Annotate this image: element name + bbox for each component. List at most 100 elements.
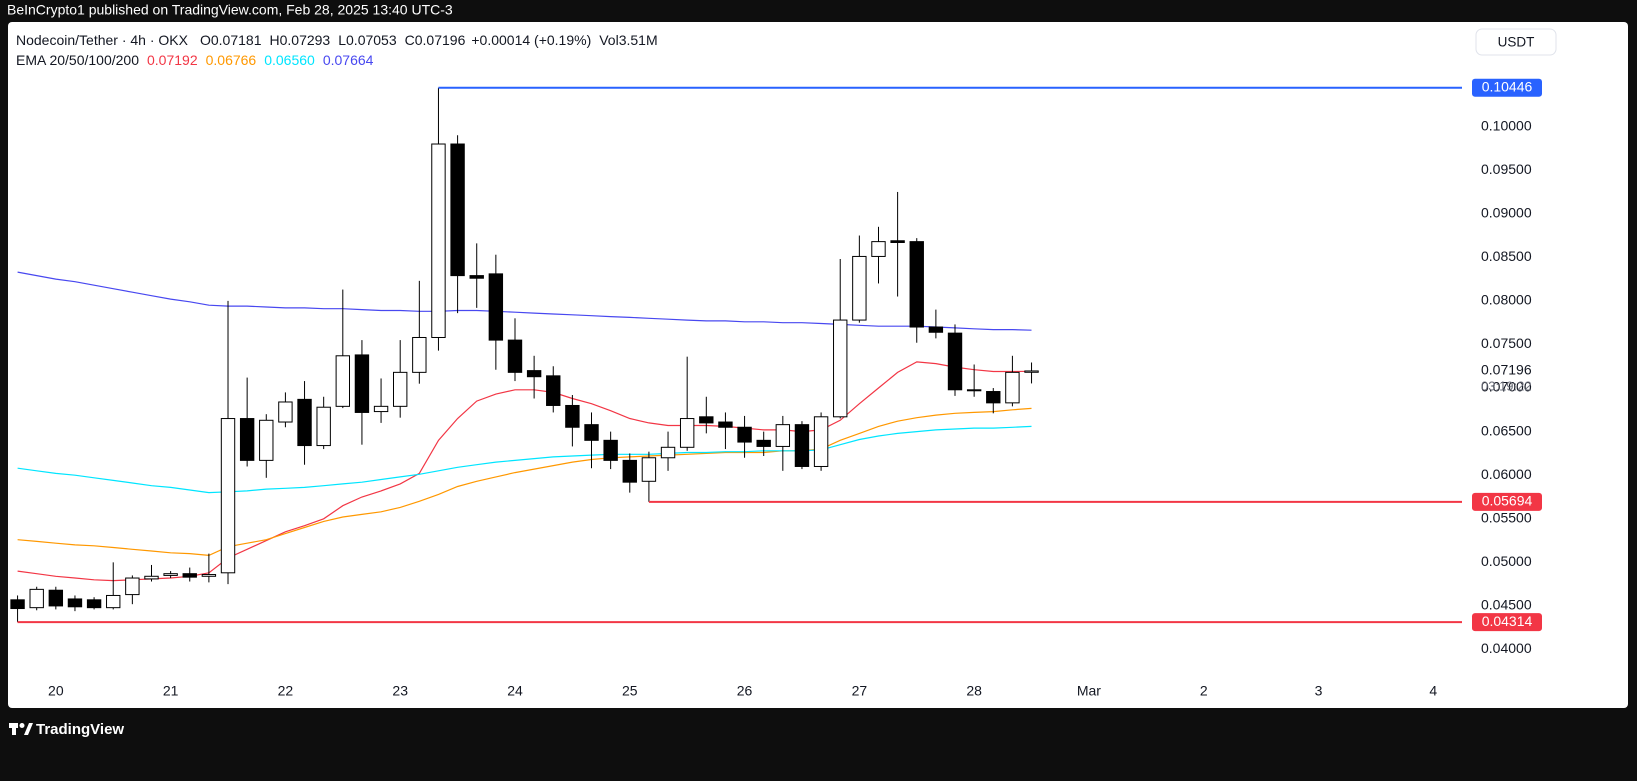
y-tick-label: 0.08000 [1481,292,1532,308]
candle-body [220,418,236,574]
currency-button[interactable] [1475,28,1557,56]
indicator-value: 0.06560 [264,52,315,68]
x-tick-label: 4 [1429,683,1437,699]
candle-body [699,416,714,424]
logo-part [12,723,16,735]
x-tick-label: 2 [1200,683,1208,699]
candle-body [1005,371,1020,404]
volume-value: 3.51M [619,32,658,48]
y-tick-label: 0.08500 [1481,248,1532,264]
y-tick-label: 0.07500 [1481,335,1532,351]
candle-body [603,439,618,461]
y-tick-label: 0.04000 [1481,640,1532,656]
y-tick-label: 0.04500 [1481,597,1532,613]
x-tick-label: 26 [737,683,753,699]
logo-part [24,723,33,735]
chart-panel [8,22,1628,708]
candle-body [144,575,159,580]
footer-logo [9,723,33,735]
candle-body [718,421,733,428]
candle-body [813,416,829,467]
currency-label[interactable]: USDT [1498,35,1535,50]
candle-body [10,599,25,610]
indicator-value: 0.07192 [147,52,198,68]
volume-key: Vol [599,32,618,48]
candle-body [909,241,924,328]
y-tick-label: 0.06000 [1481,466,1532,482]
candle-body [67,598,83,608]
y-tick-label: 0.05500 [1481,509,1532,525]
candle-body [966,389,982,392]
candle-body [259,419,274,461]
candle-body [316,406,331,447]
candle-body [526,370,542,378]
change: +0.00014 (+0.19%) [471,32,591,48]
ema-line [17,425,1032,494]
candle-body [794,424,810,467]
level-label-box [1472,613,1542,632]
candle-body [507,339,523,373]
ohlc-key: C [405,32,415,48]
candle-body [871,241,886,257]
candle-body [182,573,197,578]
x-tick-label: 20 [48,683,64,699]
candle-body [890,240,905,243]
y-tick-label: 0.07000 [1481,379,1532,395]
candle-body [1024,370,1039,373]
footer-brand: TradingView [36,721,124,738]
candle-body [278,401,293,423]
x-tick-label: 23 [392,683,408,699]
candle-body [335,355,350,407]
ema-line [17,407,1032,557]
candle-body [928,326,944,333]
y-tick-label: 0.09000 [1481,204,1532,220]
ohlc-key: H [269,32,279,48]
candle-body [641,457,657,482]
x-tick-label: Mar [1077,683,1101,699]
symbol-legend: Nodecoin/Tether · 4h · OKX O0.07181 H0.072… [16,32,658,48]
candle-body [852,255,867,321]
ohlc-value: 0.07196 [415,32,466,48]
indicator-legend: EMA 20/50/100/200 0.07192 0.06766 0.06560 0.… [16,52,374,68]
candle-body [354,354,370,413]
candle-body [622,459,637,483]
candle-body [469,275,484,279]
candle-body [488,273,504,341]
level-label: 0.04314 [1482,613,1533,629]
candle-body [756,439,771,447]
candle-body [833,319,848,418]
candle-body [297,398,312,447]
candle-body [679,418,695,448]
x-tick-label: 28 [966,683,982,699]
candle-body [546,375,561,406]
candle-body [163,573,178,576]
candle-body [947,332,963,391]
x-tick-label: 25 [622,683,638,699]
x-tick-label: 22 [278,683,294,699]
countdown: 03:19:22 [1481,378,1532,393]
indicator-value: 0.07664 [323,52,374,68]
y-tick-label: 0.09500 [1481,161,1532,177]
x-tick-label: 27 [852,683,868,699]
logo-part [19,723,25,728]
last-price: 0.07196 [1481,362,1532,378]
candle-body [393,371,408,407]
level-label-box [1472,78,1542,97]
level-label: 0.05694 [1482,493,1533,509]
candle-body [431,143,446,338]
candle-body [125,577,140,596]
level-label-box [1472,492,1542,511]
y-tick-label: 0.10000 [1481,117,1532,133]
y-tick-label: 0.06500 [1481,422,1532,438]
ohlc-value: 0.07293 [280,32,331,48]
candle-body [106,594,121,609]
x-tick-label: 21 [163,683,179,699]
candle-body [48,589,64,607]
y-tick-label: 0.05000 [1481,553,1532,569]
candle-body [29,588,44,609]
candle-body [239,418,255,461]
symbol: Nodecoin/Tether · 4h · OKX [16,32,189,48]
ohlc-key: O [200,32,211,48]
